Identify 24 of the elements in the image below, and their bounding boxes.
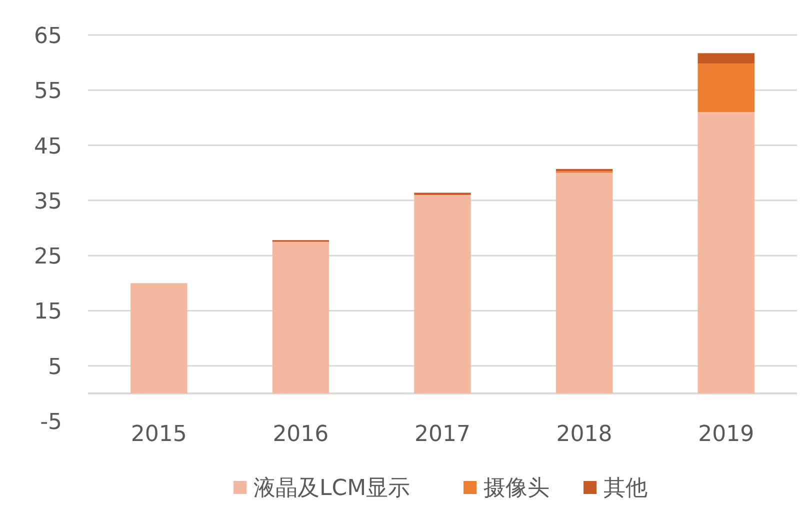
- y-tick-label: 55: [34, 79, 62, 104]
- x-tick-label: 2015: [130, 422, 187, 447]
- y-tick-label: -5: [40, 410, 62, 435]
- legend-label: 摄像头: [484, 476, 550, 501]
- bar: [130, 283, 188, 394]
- x-tick-label: 2017: [414, 422, 470, 447]
- bar: [698, 53, 754, 64]
- legend-label: 其他: [604, 476, 648, 501]
- bar: [414, 194, 471, 394]
- x-tick-label: 2016: [272, 422, 329, 447]
- bar: [272, 242, 330, 394]
- legend-label: 液晶及LCM显示: [254, 476, 410, 501]
- bar: [698, 64, 754, 112]
- x-tick-label: 2019: [698, 422, 754, 447]
- y-tick-label: 15: [34, 300, 62, 325]
- bar: [556, 172, 613, 394]
- y-tick-label: 5: [48, 354, 62, 380]
- y-tick-label: 45: [34, 134, 62, 160]
- y-tick-label: 35: [34, 189, 62, 214]
- bar: [556, 168, 613, 172]
- x-tick-label: 2018: [556, 422, 612, 447]
- bar: [698, 112, 754, 394]
- y-tick-label: 65: [34, 24, 62, 49]
- y-tick-label: 25: [34, 244, 62, 270]
